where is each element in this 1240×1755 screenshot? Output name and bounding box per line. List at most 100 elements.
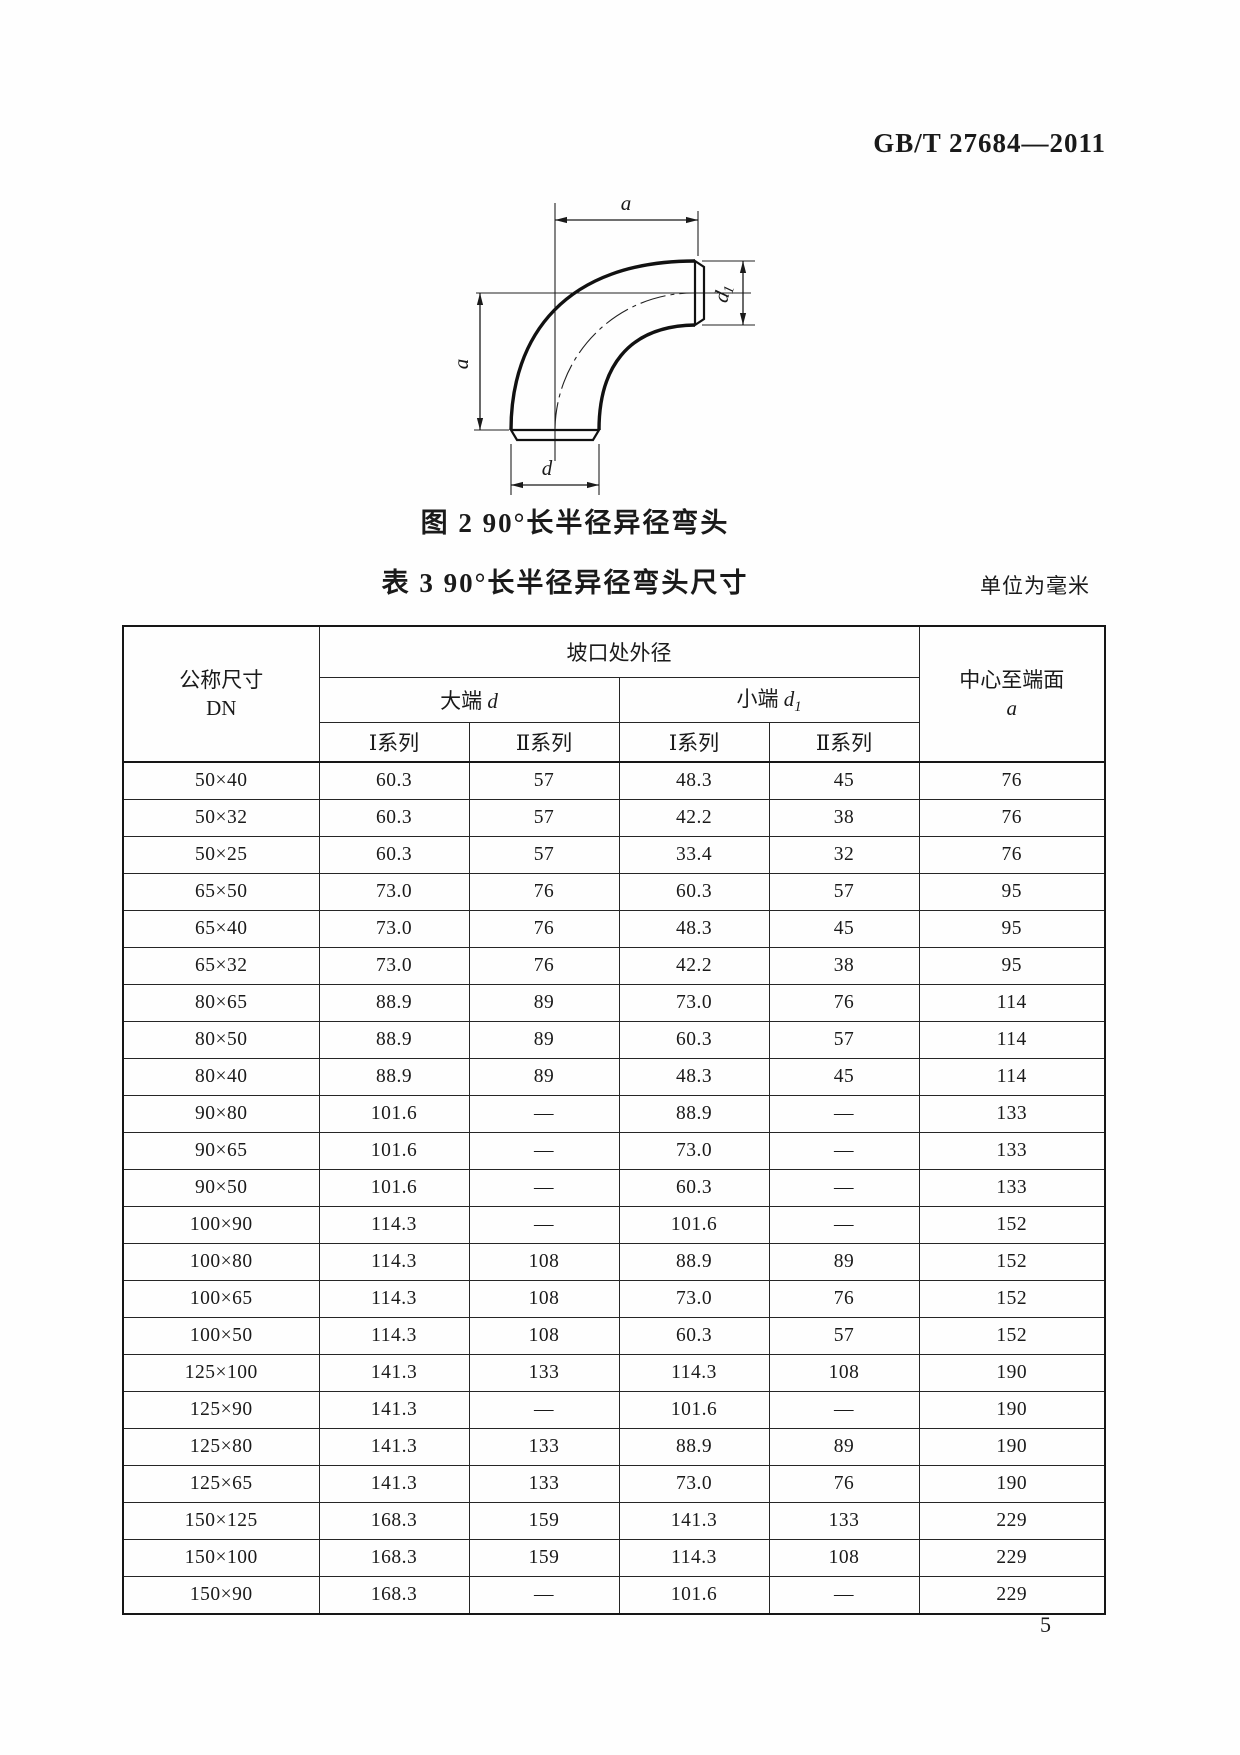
cell-big-end-series-i: 60.3 — [318, 836, 470, 874]
cell-big-end-series-ii: 133 — [468, 1354, 620, 1392]
cell-small-end-series-ii: 57 — [768, 1021, 920, 1059]
cell-dn: 100×80 — [122, 1243, 320, 1281]
cell-small-end-series-i: 101.6 — [618, 1576, 770, 1615]
cell-big-end-series-i: 73.0 — [318, 873, 470, 911]
cell-dn: 125×65 — [122, 1465, 320, 1503]
header-big-end-label: 大端 — [440, 689, 483, 713]
cell-small-end-series-ii: 89 — [768, 1243, 920, 1281]
dim-label-a-top: a — [621, 191, 632, 215]
cell-small-end-series-ii: — — [768, 1206, 920, 1244]
header-series-ii-small: Ⅱ系列 — [768, 722, 920, 763]
standard-code: GB/T 27684—2011 — [873, 128, 1106, 158]
cell-small-end-series-i: 48.3 — [618, 761, 770, 800]
cell-small-end-series-i: 60.3 — [618, 1317, 770, 1355]
dimensions-table: 公称尺寸 DN 坡口处外径 中心至端面 a 大端 d 小端 d1 Ⅰ系列 Ⅱ系列… — [122, 625, 1106, 1615]
cell-big-end-series-i: 114.3 — [318, 1317, 470, 1355]
cell-small-end-series-ii: 45 — [768, 761, 920, 800]
cell-center-to-face: 95 — [918, 910, 1106, 948]
cell-small-end-series-ii: — — [768, 1576, 920, 1615]
cell-big-end-series-ii: — — [468, 1132, 620, 1170]
cell-small-end-series-ii: 108 — [768, 1539, 920, 1577]
cell-big-end-series-ii: — — [468, 1169, 620, 1207]
elbow-drawing: a d1 a d — [449, 191, 755, 495]
table-row: 125×90 141.3 — 101.6 — 190 — [122, 1391, 1106, 1429]
cell-dn: 90×65 — [122, 1132, 320, 1170]
header-series-ii-big: Ⅱ系列 — [468, 722, 620, 763]
cell-big-end-series-ii: — — [468, 1095, 620, 1133]
cell-dn: 90×80 — [122, 1095, 320, 1133]
cell-big-end-series-ii: 108 — [468, 1243, 620, 1281]
cell-dn: 150×90 — [122, 1576, 320, 1615]
elbow-figure: a d1 a d — [398, 163, 860, 505]
cell-small-end-series-ii: — — [768, 1169, 920, 1207]
table-row: 90×65 101.6 — 73.0 — 133 — [122, 1132, 1106, 1170]
cell-small-end-series-i: 73.0 — [618, 1280, 770, 1318]
table-row: 100×80 114.3 108 88.9 89 152 — [122, 1243, 1106, 1281]
large-end-bevel — [509, 428, 601, 442]
cell-center-to-face: 229 — [918, 1502, 1106, 1540]
cell-small-end-series-i: 114.3 — [618, 1354, 770, 1392]
cell-big-end-series-i: 141.3 — [318, 1391, 470, 1429]
cell-small-end-series-ii: 133 — [768, 1502, 920, 1540]
table-row: 100×50 114.3 108 60.3 57 152 — [122, 1317, 1106, 1355]
cell-dn: 90×50 — [122, 1169, 320, 1207]
header-series-i-big: Ⅰ系列 — [318, 722, 470, 763]
table-row: 100×90 114.3 — 101.6 — 152 — [122, 1206, 1106, 1244]
dim-label-d1: d1 — [708, 281, 738, 305]
header-big-end: 大端 d — [318, 677, 620, 723]
cell-dn: 50×32 — [122, 799, 320, 837]
cell-small-end-series-i: 48.3 — [618, 910, 770, 948]
cell-dn: 125×90 — [122, 1391, 320, 1429]
cell-big-end-series-i: 101.6 — [318, 1132, 470, 1170]
cell-center-to-face: 190 — [918, 1354, 1106, 1392]
cell-small-end-series-ii: — — [768, 1095, 920, 1133]
cell-dn: 65×50 — [122, 873, 320, 911]
table-row: 90×80 101.6 — 88.9 — 133 — [122, 1095, 1106, 1133]
table-row: 50×40 60.3 57 48.3 45 76 — [122, 761, 1106, 800]
cell-dn: 100×90 — [122, 1206, 320, 1244]
cell-big-end-series-i: 60.3 — [318, 761, 470, 800]
cell-big-end-series-ii: 89 — [468, 1021, 620, 1059]
header-small-end-label: 小端 — [736, 687, 779, 712]
cell-big-end-series-i: 168.3 — [318, 1502, 470, 1540]
cell-center-to-face: 114 — [918, 1058, 1106, 1096]
header-center-to-face-var: a — [1006, 696, 1018, 720]
cell-small-end-series-ii: 76 — [768, 1280, 920, 1318]
cell-big-end-series-i: 88.9 — [318, 1058, 470, 1096]
cell-small-end-series-i: 42.2 — [618, 947, 770, 985]
cell-small-end-series-i: 88.9 — [618, 1428, 770, 1466]
cell-big-end-series-ii: 57 — [468, 836, 620, 874]
table-row: 125×100 141.3 133 114.3 108 190 — [122, 1354, 1106, 1392]
cell-center-to-face: 229 — [918, 1576, 1106, 1615]
table-row: 80×40 88.9 89 48.3 45 114 — [122, 1058, 1106, 1096]
cell-big-end-series-i: 114.3 — [318, 1206, 470, 1244]
cell-big-end-series-i: 168.3 — [318, 1576, 470, 1615]
cell-center-to-face: 76 — [918, 799, 1106, 837]
cell-small-end-series-i: 101.6 — [618, 1206, 770, 1244]
cell-small-end-series-i: 141.3 — [618, 1502, 770, 1540]
cell-big-end-series-i: 141.3 — [318, 1354, 470, 1392]
cell-small-end-series-i: 60.3 — [618, 1021, 770, 1059]
cell-small-end-series-i: 73.0 — [618, 1132, 770, 1170]
cell-big-end-series-i: 101.6 — [318, 1095, 470, 1133]
cell-center-to-face: 190 — [918, 1428, 1106, 1466]
cell-dn: 100×50 — [122, 1317, 320, 1355]
cell-small-end-series-i: 88.9 — [618, 1243, 770, 1281]
table-row: 150×90 168.3 — 101.6 — 229 — [122, 1576, 1106, 1615]
unit-note: 单位为毫米 — [980, 574, 1090, 598]
cell-big-end-series-i: 88.9 — [318, 1021, 470, 1059]
cell-big-end-series-i: 141.3 — [318, 1428, 470, 1466]
cell-small-end-series-ii: 38 — [768, 947, 920, 985]
table-row: 150×125 168.3 159 141.3 133 229 — [122, 1502, 1106, 1540]
cell-dn: 150×125 — [122, 1502, 320, 1540]
cell-big-end-series-ii: 76 — [468, 873, 620, 911]
page-number: 5 — [1040, 1612, 1051, 1637]
cell-big-end-series-ii: 57 — [468, 761, 620, 800]
cell-big-end-series-ii: 133 — [468, 1428, 620, 1466]
small-end-bevel — [693, 258, 706, 328]
cell-big-end-series-ii: 89 — [468, 984, 620, 1022]
table-row: 100×65 114.3 108 73.0 76 152 — [122, 1280, 1106, 1318]
cell-small-end-series-ii: 57 — [768, 873, 920, 911]
cell-big-end-series-ii: — — [468, 1206, 620, 1244]
cell-small-end-series-i: 48.3 — [618, 1058, 770, 1096]
